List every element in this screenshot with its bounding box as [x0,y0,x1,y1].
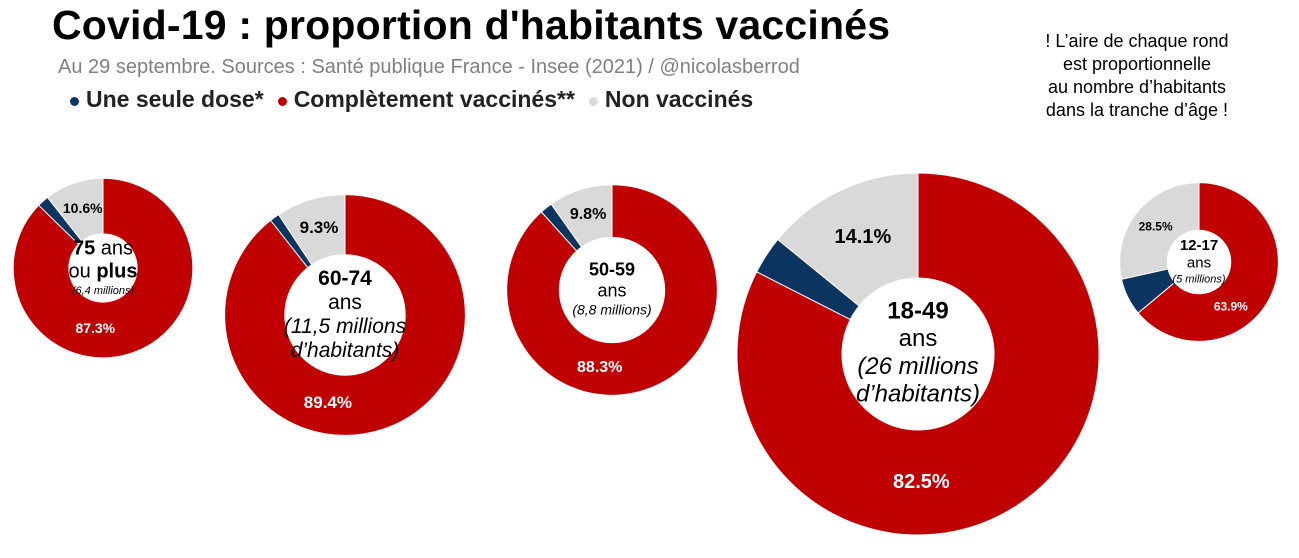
center-label-part: ou [69,261,97,283]
slice-full [506,184,718,396]
center-label-part: 12-17 [1180,237,1218,254]
center-label-part: ans [899,326,938,353]
center-label-part: (26 millions [857,353,978,380]
slice-full [1137,182,1279,342]
center-label-part: (6,4 millions) [72,285,135,297]
slice-none [550,184,613,248]
center-label-part: 18-49 [887,298,948,325]
center-label-part: ans [95,238,133,260]
legend-item-one-dose: Une seule dose* [70,86,264,113]
legend-item-none: Non vaccinés [588,86,754,113]
center-label-line: (6,4 millions) [72,285,135,297]
center-label-line: ans [1187,254,1211,271]
slice-full [12,177,194,359]
center-label-line: ans [597,280,626,300]
center-label-part: d’habitants) [856,381,980,408]
slice-full [736,172,1100,536]
center-label-part: 50-59 [589,259,635,279]
label-none-pct: 9.8% [570,206,606,223]
label-none-pct: 10.6% [63,200,103,216]
legend-label-one-dose: Une seule dose* [86,86,264,112]
center-label-part: 60-74 [318,266,372,289]
center-label-line: 75 ans [73,238,133,260]
note-line: est proportionnelle [1062,54,1212,74]
center-label-line: (26 millions [857,353,978,380]
center-label-line: 60-74 [318,266,372,289]
legend-marker-one-dose [70,97,79,106]
center-label-line: (8,8 millions) [572,301,651,317]
slice-full [224,194,466,436]
legend-marker-none [588,97,598,106]
slice-none [46,177,104,242]
legend: Une seule dose* Complètement vaccinés** … [70,86,767,113]
chart-title: Covid-19 : proportion d'habitants vaccin… [52,2,891,48]
center-label-line: ans [328,290,362,313]
center-label-part: ans [328,290,362,313]
center-label-line: d’habitants) [856,381,980,408]
label-full-pct: 63.9% [1214,300,1248,314]
center-label-line: ou plus [69,261,138,283]
legend-label-full: Complètement vaccinés** [293,86,575,112]
center-label-part: (8,8 millions) [572,301,651,317]
area-note: ! L’aire de chaque rond est proportionne… [1012,30,1262,122]
center-label-line: 50-59 [589,259,635,279]
center-label-line: 12-17 [1180,237,1218,254]
note-line: dans la tranche d’âge ! [1045,100,1229,120]
legend-item-full: Complètement vaccinés** [277,86,575,113]
center-label-line: 18-49 [887,298,948,325]
slice-none [777,172,919,307]
center-label-part: ans [597,280,626,300]
slice-none [1119,182,1200,280]
note-line: au nombre d’habitants [1047,77,1227,97]
center-label-part: (5 millions) [1172,273,1226,285]
center-label-part: ans [1187,254,1211,271]
label-full-pct: 89.4% [304,393,352,412]
label-none-pct: 9.3% [300,218,339,237]
label-full-pct: 88.3% [577,359,622,376]
slice-none [277,194,346,266]
center-label-line: ans [899,326,938,353]
chart-subtitle: Au 29 septembre. Sources : Santé publiqu… [58,56,800,78]
note-line: ! L’aire de chaque rond [1045,31,1229,51]
center-label-line: (11,5 millions [284,315,407,338]
center-label-line: (5 millions) [1172,273,1226,285]
center-label-part: (11,5 millions [284,315,407,338]
label-none-pct: 14.1% [835,226,892,248]
label-full-pct: 87.3% [75,320,115,336]
center-label-part: 75 [73,238,95,260]
label-none-pct: 28.5% [1139,219,1173,233]
legend-label-none: Non vaccinés [604,86,754,112]
legend-marker-full [277,97,287,106]
label-full-pct: 82.5% [893,471,950,493]
center-label-line: d’habitants) [291,339,400,362]
center-label-part: d’habitants) [291,339,400,362]
center-label-part: plus [96,261,137,283]
